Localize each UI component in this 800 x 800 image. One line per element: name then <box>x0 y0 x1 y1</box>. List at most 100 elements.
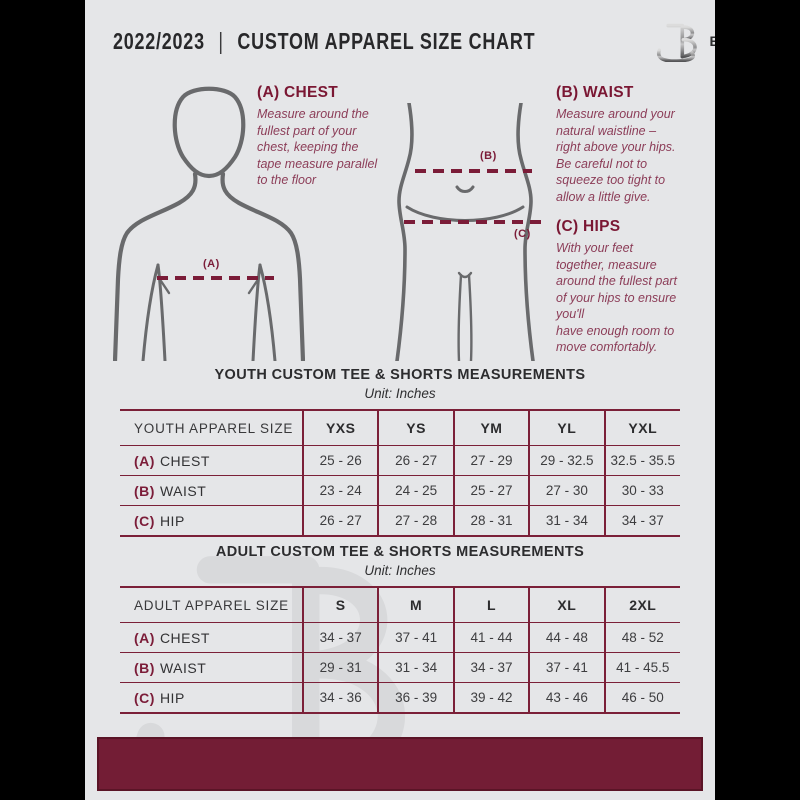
row-label: (C) HIP <box>120 682 303 714</box>
row-label: (B) WAIST <box>120 652 303 683</box>
adult-size-s: S <box>301 586 379 623</box>
cell: 34 - 37 <box>452 652 530 683</box>
chart-page: 2022/2023 | CUSTOM APPAREL SIZE CHART <box>85 0 715 800</box>
adult-size-table: ADULT APPAREL SIZE S M L XL 2XL (A) CHEST… <box>120 586 680 714</box>
chest-dashed-line <box>157 276 274 280</box>
adult-size-l: L <box>452 586 530 623</box>
row-prefix: (C) <box>134 512 155 529</box>
cell: 43 - 46 <box>528 682 605 714</box>
cell: 31 - 34 <box>528 505 605 537</box>
youth-size-ys: YS <box>377 409 454 446</box>
row-label: (A) CHEST <box>120 622 303 653</box>
waist-line-marker: (B) <box>480 150 497 162</box>
measurement-guide: (A) (B) (C) (A) CHEST Measure around the… <box>85 0 715 800</box>
row-prefix: (B) <box>134 482 155 499</box>
youth-table-unit: Unit: Inches <box>364 386 436 401</box>
adult-table-unit: Unit: Inches <box>364 563 436 578</box>
adult-chest-row: (A) CHEST 34 - 37 37 - 41 41 - 44 44 - 48… <box>120 622 680 653</box>
adult-size-m: M <box>377 586 454 623</box>
cell: 34 - 37 <box>301 622 379 653</box>
waist-heading: (B) WAIST <box>556 84 634 101</box>
youth-size-col-header: YOUTH APPAREL SIZE <box>120 409 303 446</box>
title-divider: | <box>218 27 224 54</box>
letterbox-left <box>0 0 85 800</box>
cell: 23 - 24 <box>301 475 379 506</box>
cell: 41 - 44 <box>452 622 530 653</box>
breakaway-b-monogram-icon <box>657 23 698 62</box>
cell: 39 - 42 <box>452 682 530 714</box>
youth-chest-row: (A) CHEST 25 - 26 26 - 27 27 - 29 29 - 32… <box>120 445 680 476</box>
cell: 36 - 39 <box>377 682 454 714</box>
youth-waist-row: (B) WAIST 23 - 24 24 - 25 25 - 27 27 - 30… <box>120 475 680 506</box>
youth-table-title: YOUTH CUSTOM TEE & SHORTS MEASUREMENTS <box>214 367 586 383</box>
adult-header-row: ADULT APPAREL SIZE S M L XL 2XL <box>120 586 680 623</box>
row-label: (B) WAIST <box>120 475 303 506</box>
cell: 46 - 50 <box>603 682 680 714</box>
brand-name: BREAKAWAY <box>709 33 715 49</box>
adult-hip-row: (C) HIP 34 - 36 36 - 39 39 - 42 43 - 46 4… <box>120 682 680 714</box>
cell: 32.5 - 35.5 <box>603 445 680 476</box>
row-label-text: WAIST <box>159 482 207 499</box>
row-prefix: (A) <box>134 629 155 646</box>
adult-size-xl: XL <box>528 586 605 623</box>
lower-body-figure <box>395 103 535 361</box>
cell: 31 - 34 <box>377 652 454 683</box>
hips-description: With your feet together, measure around … <box>556 241 677 354</box>
cell: 26 - 27 <box>377 445 454 476</box>
cell: 24 - 25 <box>377 475 454 506</box>
cell: 41 - 45.5 <box>603 652 680 683</box>
season-label: 2022/2023 <box>113 27 205 54</box>
row-label: (C) HIP <box>120 505 303 537</box>
row-prefix: (A) <box>134 452 155 469</box>
chest-description: Measure around the fullest part of your … <box>257 107 378 187</box>
hip-dashed-line <box>404 220 543 224</box>
row-label: (A) CHEST <box>120 445 303 476</box>
cell: 37 - 41 <box>528 652 605 683</box>
row-label-text: CHEST <box>159 452 210 469</box>
cell: 34 - 36 <box>301 682 379 714</box>
cell: 30 - 33 <box>603 475 680 506</box>
chest-line-marker: (A) <box>203 258 220 270</box>
chest-heading: (A) CHEST <box>257 84 339 101</box>
youth-size-yxl: YXL <box>603 409 680 446</box>
row-label-text: HIP <box>159 689 185 706</box>
cell: 25 - 26 <box>301 445 379 476</box>
cell: 28 - 31 <box>452 505 530 537</box>
title-text: CUSTOM APPAREL SIZE CHART <box>237 27 536 54</box>
row-label-text: WAIST <box>159 659 207 676</box>
hips-heading: (C) HIPS <box>556 218 621 235</box>
cell: 27 - 30 <box>528 475 605 506</box>
cell: 27 - 28 <box>377 505 454 537</box>
row-prefix: (C) <box>134 689 155 706</box>
adult-size-2xl: 2XL <box>603 586 680 623</box>
waist-dashed-line <box>415 169 532 173</box>
adult-waist-row: (B) WAIST 29 - 31 31 - 34 34 - 37 37 - 41… <box>120 652 680 683</box>
brand-block: BREAKAWAY <box>654 21 715 62</box>
cell: 48 - 52 <box>603 622 680 653</box>
adult-size-col-header: ADULT APPAREL SIZE <box>120 586 303 623</box>
letterbox-right <box>715 0 800 800</box>
youth-hip-row: (C) HIP 26 - 27 27 - 28 28 - 31 31 - 34 3… <box>120 505 680 537</box>
cell: 25 - 27 <box>452 475 530 506</box>
youth-size-ym: YM <box>452 409 530 446</box>
row-prefix: (B) <box>134 659 155 676</box>
youth-size-yl: YL <box>528 409 605 446</box>
page-header: 2022/2023 | CUSTOM APPAREL SIZE CHART <box>113 18 715 64</box>
cell: 29 - 31 <box>301 652 379 683</box>
row-label-text: HIP <box>159 512 185 529</box>
hip-line-marker: (C) <box>514 228 531 240</box>
youth-size-table: YOUTH APPAREL SIZE YXS YS YM YL YXL (A) C… <box>120 409 680 537</box>
cell: 26 - 27 <box>301 505 379 537</box>
footer-accent-bar <box>97 737 703 791</box>
cell: 29 - 32.5 <box>528 445 605 476</box>
cell: 27 - 29 <box>452 445 530 476</box>
waist-description: Measure around your natural waistline – … <box>556 107 676 204</box>
page-title: 2022/2023 | CUSTOM APPAREL SIZE CHART <box>113 28 535 55</box>
youth-header-row: YOUTH APPAREL SIZE YXS YS YM YL YXL <box>120 409 680 446</box>
cell: 34 - 37 <box>603 505 680 537</box>
upper-body-figure <box>113 86 305 361</box>
cell: 44 - 48 <box>528 622 605 653</box>
cell: 37 - 41 <box>377 622 454 653</box>
youth-size-yxs: YXS <box>301 409 379 446</box>
